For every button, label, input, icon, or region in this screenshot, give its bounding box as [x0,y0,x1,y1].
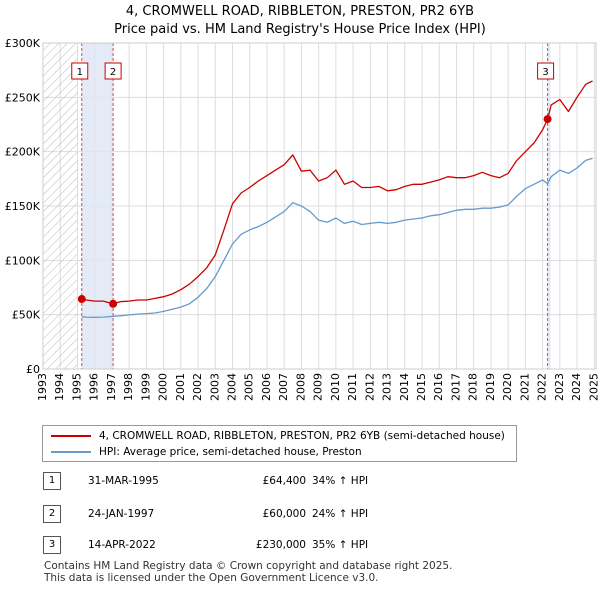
x-tick-label: 2019 [484,373,497,401]
legend-line-blue [51,451,91,453]
hpi-line [81,157,593,318]
x-tick-label: 2005 [243,373,256,401]
x-tick-label: 1994 [53,373,66,401]
x-tick-label: 2010 [329,373,342,401]
transaction-row: 1 31-MAR-1995 £64,400 34% ↑ HPI [42,472,562,490]
x-tick-label: 2008 [294,373,307,401]
x-tick-label: 2025 [587,373,600,401]
x-tick-label: 1998 [122,373,135,401]
x-tick-label: 1997 [105,373,118,401]
x-tick-label: 2006 [260,373,273,401]
transaction-price: £64,400 [262,475,306,487]
x-tick-label: 2015 [415,373,428,401]
transaction-price: £230,000 [255,539,306,551]
x-tick-label: 2020 [501,373,514,401]
marker-label: 2 [110,67,116,78]
transaction-number: 3 [43,536,61,554]
x-tick-label: 2001 [174,373,187,401]
y-tick-label: £100K [5,254,41,267]
x-tick-label: 1999 [139,373,152,401]
chart-subtitle: Price paid vs. HM Land Registry's House … [114,22,486,37]
x-tick-label: 2018 [467,373,480,401]
x-tick-label: 2013 [381,373,394,401]
plot-frame [42,42,597,370]
x-tick-label: 2009 [312,373,325,401]
x-tick-label: 2003 [208,373,221,401]
legend-entry-hpi: HPI: Average price, semi-detached house,… [51,445,362,459]
x-tick-label: 2007 [277,373,290,401]
x-tick-label: 2023 [553,373,566,401]
footer-copyright: Contains HM Land Registry data © Crown c… [44,560,453,572]
transaction-number: 1 [43,472,61,490]
x-tick-label: 2022 [536,373,549,401]
transaction-hpi: 24% ↑ HPI [312,508,369,520]
transaction-row: 2 24-JAN-1997 £60,000 24% ↑ HPI [42,505,562,523]
y-tick-label: £50K [12,309,41,322]
transaction-date: 31-MAR-1995 [88,475,159,487]
y-tick-label: £300K [5,37,41,50]
x-tick-label: 2017 [449,373,462,401]
legend-label-property: 4, CROMWELL ROAD, RIBBLETON, PRESTON, PR… [99,430,505,442]
x-tick-label: 2011 [346,373,359,401]
marker-box [537,62,555,80]
y-tick-label: £0 [26,363,40,376]
marker-label: 1 [77,67,83,78]
transaction-price: £60,000 [262,508,306,520]
x-tick-label: 1996 [88,373,101,401]
x-tick-label: 2004 [226,373,239,401]
legend: 4, CROMWELL ROAD, RIBBLETON, PRESTON, PR… [42,425,517,462]
legend-entry-property: 4, CROMWELL ROAD, RIBBLETON, PRESTON, PR… [51,429,505,443]
x-tick-label: 2002 [191,373,204,401]
transaction-hpi: 35% ↑ HPI [312,539,369,551]
y-tick-label: £200K [5,146,41,159]
sale-point [77,295,86,304]
transaction-date: 14-APR-2022 [88,539,156,551]
marker-label: 3 [542,67,548,78]
sale-point [543,115,552,124]
transaction-hpi: 34% ↑ HPI [312,475,369,487]
highlight-band [81,43,114,369]
legend-line-red [51,435,91,437]
highlight-band [547,43,551,369]
legend-label-hpi: HPI: Average price, semi-detached house,… [99,446,362,458]
y-tick-label: £250K [5,91,41,104]
chart-title: 4, CROMWELL ROAD, RIBBLETON, PRESTON, PR… [125,4,475,19]
hatched-region [43,43,78,369]
footer-licence: This data is licensed under the Open Gov… [44,572,379,584]
transaction-number: 2 [43,505,61,523]
x-tick-label: 2016 [432,373,445,401]
property-price-line [81,80,593,305]
x-tick-label: 1993 [36,373,49,401]
x-tick-label: 2021 [518,373,531,401]
x-tick-label: 2014 [398,373,411,401]
transaction-date: 24-JAN-1997 [88,508,155,520]
marker-box [104,62,122,80]
x-tick-label: 2024 [570,373,583,401]
x-tick-label: 2012 [363,373,376,401]
x-tick-label: 1995 [70,373,83,401]
x-tick-label: 2000 [157,373,170,401]
y-tick-label: £150K [5,200,41,213]
sale-point [109,299,118,308]
marker-box [71,62,89,80]
transaction-row: 3 14-APR-2022 £230,000 35% ↑ HPI [42,536,562,554]
price-chart: 1 2 3 £0 £50K £100K £150K £200K £250K £300K 1993 1… [5,37,600,401]
